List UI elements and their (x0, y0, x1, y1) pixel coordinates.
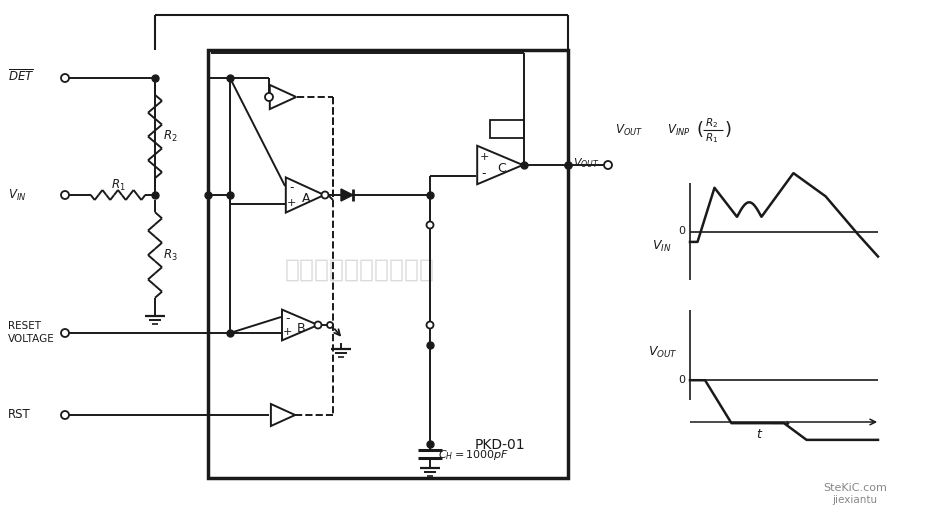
Text: +: + (479, 152, 488, 162)
Text: $\longrightarrow$: $\longrightarrow$ (769, 417, 790, 430)
Text: $V_{INP}$: $V_{INP}$ (667, 123, 691, 138)
Text: $V_{IN}$: $V_{IN}$ (8, 187, 26, 202)
Text: PKD-01: PKD-01 (474, 438, 525, 452)
Text: $R_2$: $R_2$ (705, 116, 718, 130)
Circle shape (61, 329, 69, 337)
Text: B: B (297, 321, 306, 335)
Text: $V_{OUT}$: $V_{OUT}$ (615, 123, 643, 138)
Polygon shape (270, 85, 296, 109)
Text: $R_1$: $R_1$ (111, 178, 125, 193)
Polygon shape (477, 146, 523, 184)
Text: (: ( (697, 121, 704, 139)
Text: RESET: RESET (8, 321, 41, 331)
Text: jiexiantu: jiexiantu (833, 495, 878, 505)
Text: $R_2$: $R_2$ (163, 129, 178, 144)
Circle shape (61, 74, 69, 82)
Polygon shape (286, 177, 325, 213)
Text: A: A (302, 192, 311, 204)
Text: $R_1$: $R_1$ (705, 131, 718, 145)
Text: $V_{OUT}$: $V_{OUT}$ (573, 156, 599, 170)
Polygon shape (282, 310, 318, 340)
Polygon shape (341, 189, 353, 201)
Text: $C_H = 1000pF$: $C_H = 1000pF$ (438, 448, 509, 462)
Text: $\overline{DET}$: $\overline{DET}$ (8, 68, 35, 84)
Circle shape (327, 322, 333, 328)
Text: VOLTAGE: VOLTAGE (8, 334, 55, 344)
Circle shape (604, 161, 612, 169)
Circle shape (322, 192, 328, 198)
Text: ): ) (725, 121, 732, 139)
Bar (208, 50, 568, 478)
Text: $V_{OUT}$: $V_{OUT}$ (648, 345, 678, 359)
Text: SteKiC.com: SteKiC.com (823, 483, 887, 493)
Text: $t$: $t$ (756, 428, 763, 441)
Text: -: - (482, 167, 486, 180)
Text: RST: RST (8, 408, 31, 421)
Circle shape (61, 191, 69, 199)
Text: +: + (282, 327, 292, 337)
Circle shape (314, 321, 322, 329)
Circle shape (61, 411, 69, 419)
Circle shape (265, 93, 273, 101)
Polygon shape (271, 404, 295, 426)
Text: 杭州将睿科技有限公司: 杭州将睿科技有限公司 (285, 258, 435, 282)
Text: -: - (289, 181, 294, 195)
Text: C: C (498, 162, 506, 175)
Circle shape (426, 321, 434, 329)
Bar (490, 120, 524, 138)
Text: +: + (287, 198, 296, 208)
Text: $V_{IN}$: $V_{IN}$ (652, 238, 672, 253)
Text: 0: 0 (678, 375, 685, 385)
Text: 0: 0 (678, 227, 685, 236)
Text: -: - (285, 312, 290, 325)
Circle shape (426, 221, 434, 229)
Text: $R_3$: $R_3$ (163, 247, 178, 263)
